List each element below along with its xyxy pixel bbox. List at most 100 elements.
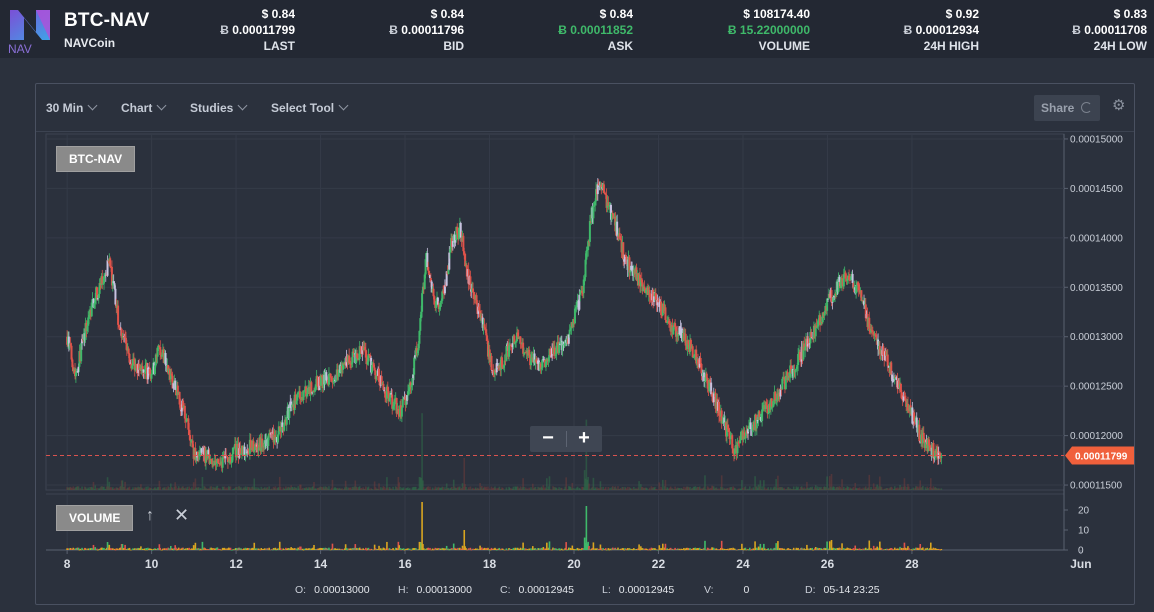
candle-body [392,404,395,407]
volume-bar [380,549,383,551]
volume-overlay-bar [112,487,114,490]
volume-label-tag[interactable]: VOLUME [56,505,134,531]
candle-body [451,241,454,247]
candle-body [528,349,531,355]
btc-symbol: Ƀ [903,23,913,37]
volume-overlay-bar [333,487,336,490]
volume-overlay-bar [272,486,275,490]
volume-bar [662,549,665,551]
volume-bar [501,548,503,550]
zoom-out-button[interactable]: − [542,427,554,449]
volume-overlay-bar [864,487,866,490]
volume-overlay-bar [93,489,96,490]
volume-overlay-bar [213,487,215,490]
volume-overlay-bar [150,488,153,490]
close-icon[interactable]: ✕ [174,505,190,525]
candle-body [417,343,420,351]
volume-overlay-bar [897,489,900,490]
volume-bar [142,549,145,550]
candle-body [364,349,367,358]
volume-overlay-bar [71,488,74,490]
volume-overlay-bar [743,487,746,490]
volume-overlay-bar [929,486,931,490]
volume-bar [495,548,497,550]
volume-overlay-bar [558,487,560,490]
volume-bar [881,549,884,551]
volume-overlay-bar [796,487,799,490]
volume-overlay-bar [98,488,101,490]
volume-bar [303,548,306,550]
volume-bar [459,547,461,550]
candle-body [766,405,769,414]
volume-overlay-bar [417,488,420,490]
candle-body [147,367,150,370]
volume-bar [598,549,601,550]
candle-body [736,442,739,454]
interval-dropdown[interactable]: 30 Min [46,100,98,115]
share-button[interactable]: Share [1034,95,1100,121]
candle-body [281,422,284,427]
volume-overlay-bar [770,487,772,490]
volume-overlay-bar [73,488,75,490]
volume-overlay-bar [701,488,704,490]
volume-bar [682,549,684,550]
volume-bar [819,548,821,550]
candle-body [508,345,511,357]
volume-overlay-bar [128,486,131,490]
volume-overlay-bar [547,486,550,490]
stat-btc: Ƀ 0.00011708 [1072,22,1147,38]
volume-overlay-bar [233,489,235,490]
studies-dropdown[interactable]: Studies [190,100,248,115]
price-chart[interactable]: 0.000115000.000120000.000125000.00013000… [36,84,1134,604]
candle-body [797,354,800,366]
candle-body [703,372,706,382]
volume-overlay-bar [696,486,698,490]
volume-bar [287,548,290,550]
volume-overlay-bar [668,489,670,490]
volume-bar [556,549,559,551]
volume-overlay-bar [421,413,423,490]
volume-bar [876,546,878,550]
candle-body [674,323,677,327]
volume-bar [505,548,508,550]
volume-overlay-bar [806,487,809,490]
volume-bar [575,548,578,550]
volume-bar [343,549,345,550]
volume-overlay-bar [133,488,135,490]
volume-bar [509,548,511,550]
candle-body [197,451,200,456]
candle-body [890,362,893,375]
market-header: NAV BTC-NAV NAVCoin $ 0.84 Ƀ 0.00011799 LA… [0,0,1154,58]
volume-overlay-bar [779,487,782,490]
volume-bar [681,549,683,550]
volume-bar [824,548,827,550]
volume-bar [369,549,372,551]
volume-overlay-bar [723,488,726,490]
volume-bar [650,547,653,550]
volume-overlay-bar [159,486,162,490]
volume-overlay-bar [693,486,696,490]
gear-icon[interactable]: ⚙ [1112,97,1126,114]
volume-bar [264,548,266,550]
volume-bar [640,548,643,550]
volume-bar [285,549,288,550]
select-tool-dropdown[interactable]: Select Tool [271,100,349,115]
volume-bar [402,548,405,550]
volume-bar [324,547,327,550]
volume-overlay-bar [113,488,116,490]
chart-type-dropdown[interactable]: Chart [121,100,167,115]
volume-bar [171,548,174,550]
zoom-in-button[interactable]: + [578,427,590,449]
candle-body [592,205,595,219]
volume-bar [288,548,291,550]
stat-btc-value: 0.00011852 [570,23,633,37]
series-label-tag[interactable]: BTC-NAV [56,146,136,172]
volume-overlay-bar [732,486,734,490]
volume-bar [683,547,685,550]
volume-bar [150,548,153,550]
zoom-divider [566,431,567,447]
candle-body [549,348,552,356]
volume-bar [277,548,279,550]
volume-bar [889,548,892,550]
move-up-icon[interactable]: ↑ [146,507,154,524]
